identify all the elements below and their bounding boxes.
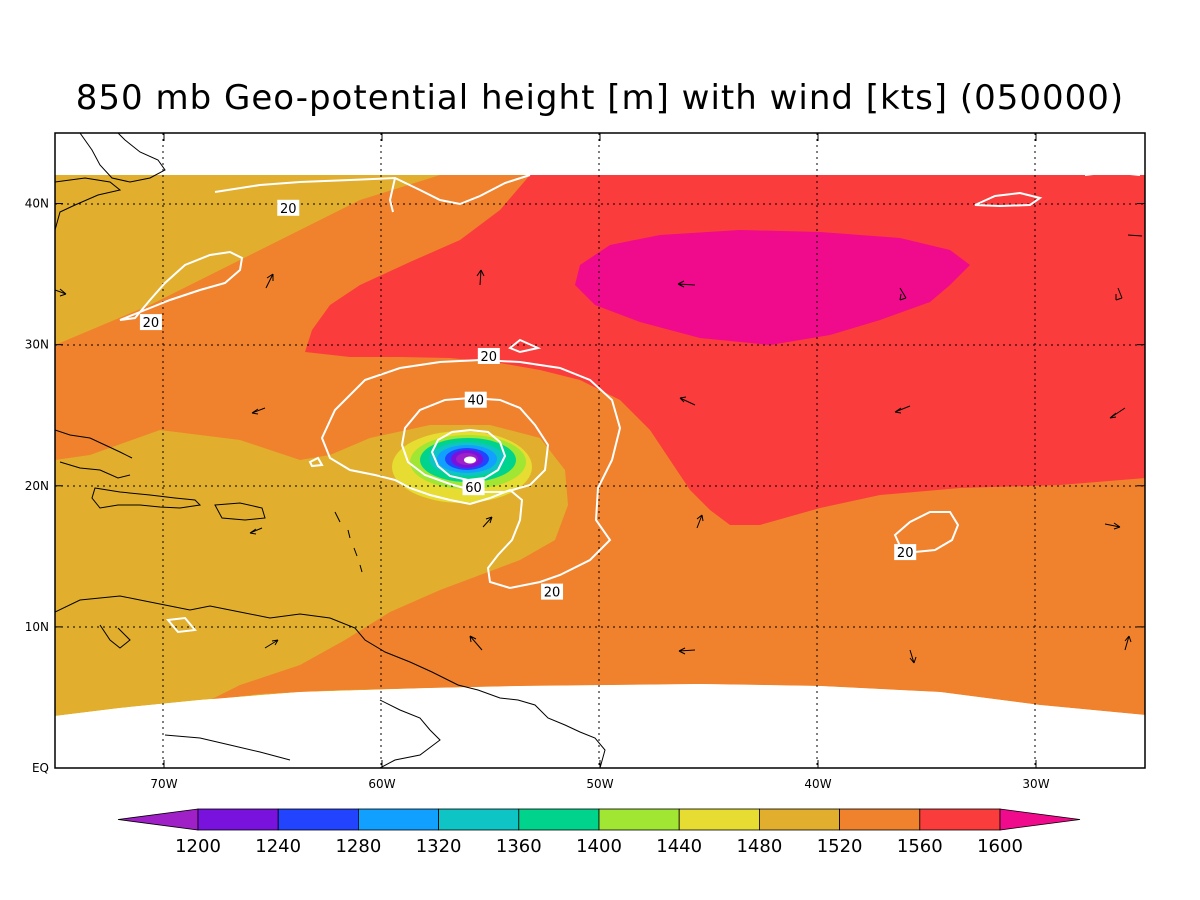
colorbar-segment bbox=[518, 808, 600, 831]
colorbar-max-arrow bbox=[999, 808, 1081, 831]
wind-vector bbox=[55, 288, 67, 297]
contour-label-box bbox=[462, 479, 485, 496]
contour-20-north bbox=[214, 174, 531, 213]
colorbar-level-label: 1320 bbox=[416, 836, 462, 857]
colorbar-segment bbox=[759, 808, 841, 831]
colorbar-min-arrow bbox=[117, 808, 199, 831]
wind-vector bbox=[1124, 635, 1132, 651]
colorbar-segment bbox=[678, 808, 760, 831]
coastlines bbox=[55, 133, 606, 768]
wind-vector bbox=[677, 280, 696, 288]
contour-label-box bbox=[894, 544, 917, 561]
wind-speed-contours bbox=[119, 170, 1141, 634]
x-tick-label: 40W bbox=[804, 777, 831, 791]
x-tick-label: 30W bbox=[1022, 777, 1049, 791]
wind-vector bbox=[265, 273, 274, 289]
contour-label: 20 bbox=[280, 202, 297, 217]
colorbar-level-label: 1400 bbox=[576, 836, 622, 857]
wind-vector bbox=[1127, 234, 1143, 237]
colorbar-level-label: 1560 bbox=[897, 836, 943, 857]
contour-label: 20 bbox=[481, 350, 498, 365]
wind-vector bbox=[469, 635, 483, 651]
wind-vector bbox=[1115, 287, 1123, 301]
wind-vector bbox=[899, 287, 907, 301]
colorbar-level-label: 1440 bbox=[656, 836, 702, 857]
colorbar-segment bbox=[919, 808, 1001, 831]
colorbar-level-label: 1480 bbox=[736, 836, 782, 857]
wind-vector bbox=[679, 396, 696, 406]
wind-vector bbox=[482, 516, 493, 528]
contour-label-box bbox=[139, 314, 162, 331]
y-tick-label: EQ bbox=[32, 761, 49, 775]
contour-20-ne2 bbox=[1084, 170, 1141, 176]
contour-label: 60 bbox=[465, 481, 482, 496]
wind-vector bbox=[894, 405, 911, 414]
contour-label: 40 bbox=[467, 394, 484, 409]
wind-vector bbox=[476, 269, 485, 286]
contour-labels: 20 20 20 40 60 20 20 bbox=[139, 199, 917, 601]
wind-vector bbox=[249, 527, 263, 535]
contour-label-box bbox=[541, 583, 564, 600]
contour-label-box bbox=[277, 199, 300, 216]
contour-20-west bbox=[119, 250, 244, 321]
y-tick-label: 10N bbox=[25, 620, 49, 634]
contour-label: 20 bbox=[544, 586, 561, 601]
contour-label: 20 bbox=[897, 546, 914, 561]
colorbar-level-label: 1520 bbox=[817, 836, 863, 857]
contour-60 bbox=[430, 428, 507, 482]
height-band-1600 bbox=[575, 230, 970, 345]
contour-label-box bbox=[464, 391, 487, 408]
colorbar-segment bbox=[197, 808, 279, 831]
height-field bbox=[55, 175, 1145, 716]
colorbar-level-label: 1360 bbox=[496, 836, 542, 857]
colorbar-segment bbox=[438, 808, 520, 831]
wind-vector bbox=[696, 514, 704, 529]
chart-title: 850 mb Geo-potential height [m] with win… bbox=[75, 78, 1125, 118]
y-tick-label: 30N bbox=[25, 338, 49, 352]
no-data-top bbox=[55, 133, 1145, 175]
contour-40 bbox=[400, 396, 550, 493]
wind-vector bbox=[678, 647, 696, 655]
colorbar-segment bbox=[277, 808, 359, 831]
x-tick-label: 60W bbox=[368, 777, 395, 791]
colorbar: 1200 1240 1280 1320 1360 1400 1440 1480 1520 1560… bbox=[117, 808, 1081, 857]
wind-vector bbox=[1109, 407, 1126, 419]
colorbar-level-label: 1600 bbox=[977, 836, 1023, 857]
contour-20-cyclone bbox=[320, 358, 622, 590]
graticule bbox=[55, 133, 1145, 768]
wind-vector bbox=[251, 407, 266, 415]
y-tick-label: 20N bbox=[25, 479, 49, 493]
contour-20-ne bbox=[974, 191, 1043, 208]
colorbar-level-label: 1280 bbox=[335, 836, 381, 857]
axis-ticks: 70W 60W 50W 40W 30W EQ 10N 20N 30N 40N bbox=[25, 133, 1145, 791]
wind-vector bbox=[264, 639, 279, 649]
no-data-bottom bbox=[55, 684, 1145, 768]
x-tick-label: 50W bbox=[586, 777, 613, 791]
colorbar-segment bbox=[839, 808, 921, 831]
wind-vector bbox=[1104, 522, 1121, 530]
colorbar-level-label: 1200 bbox=[175, 836, 221, 857]
colorbar-level-label: 1240 bbox=[255, 836, 301, 857]
contour-label-box bbox=[477, 347, 500, 364]
wind-vectors bbox=[55, 234, 1143, 664]
y-tick-label: 40N bbox=[25, 197, 49, 211]
x-tick-label: 70W bbox=[150, 777, 177, 791]
colorbar-segment bbox=[357, 808, 439, 831]
colorbar-segment bbox=[598, 808, 680, 831]
wind-vector bbox=[909, 649, 917, 664]
contour-label: 20 bbox=[143, 316, 160, 331]
